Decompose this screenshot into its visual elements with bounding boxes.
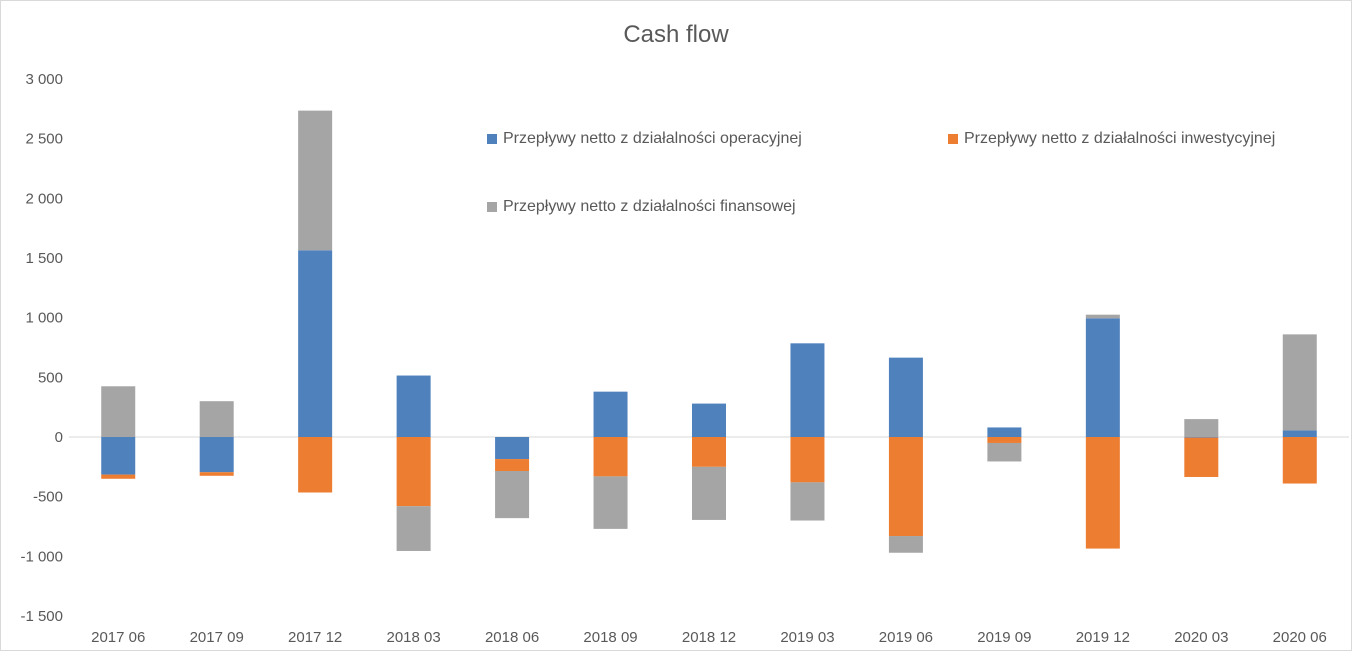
bar-segment-series-2 <box>790 482 825 521</box>
bar-segment-series-1 <box>495 459 530 472</box>
x-tick-label: 2017 06 <box>91 629 145 646</box>
bar-segment-series-1 <box>396 437 431 507</box>
x-tick-label: 2017 09 <box>190 629 244 646</box>
y-tick-label: 2 000 <box>25 190 63 207</box>
bar-segment-series-0 <box>101 437 136 475</box>
legend-item-financing: Przepływy netto z działalności finansowe… <box>487 198 796 216</box>
y-tick-label: 1 000 <box>25 310 63 327</box>
x-tick-label: 2018 12 <box>682 629 736 646</box>
x-tick-label: 2018 03 <box>386 629 440 646</box>
bar-segment-series-2 <box>1282 334 1317 431</box>
y-tick-label: 3 000 <box>25 71 63 88</box>
y-tick-label: 500 <box>38 369 63 386</box>
y-tick-label: 2 500 <box>25 131 63 148</box>
legend-label-investing: Przepływy netto z działalności inwestycy… <box>964 130 1276 147</box>
legend-item-operating: Przepływy netto z działalności operacyjn… <box>487 130 802 148</box>
y-tick-label: -1 000 <box>20 548 63 565</box>
bar-segment-series-0 <box>396 375 431 437</box>
bar-segment-series-2 <box>888 536 923 553</box>
chart-title: Cash flow <box>623 21 729 48</box>
bar-segment-series-1 <box>1184 437 1219 477</box>
bar-segment-series-1 <box>1085 437 1120 549</box>
bar-segment-series-0 <box>790 343 825 437</box>
bar-segment-series-0 <box>199 437 234 473</box>
bar-segment-series-1 <box>987 437 1022 443</box>
bar-segment-series-1 <box>101 474 136 479</box>
legend-label-operating: Przepływy netto z działalności operacyjn… <box>503 130 802 147</box>
bar-segment-series-1 <box>790 437 825 483</box>
bar-segment-series-0 <box>593 391 628 437</box>
bar-segment-series-2 <box>593 476 628 529</box>
x-tick-label: 2019 06 <box>879 629 933 646</box>
bar-segment-series-0 <box>1282 430 1317 437</box>
bar-segment-series-1 <box>593 437 628 477</box>
y-tick-label: -500 <box>33 489 63 506</box>
legend-swatch-operating <box>487 134 497 144</box>
bar-segment-series-2 <box>692 466 726 520</box>
bar-segment-series-1 <box>888 437 923 537</box>
bar-segment-series-1 <box>298 437 333 493</box>
bar-segment-series-0 <box>495 437 530 460</box>
x-tick-label: 2019 12 <box>1076 629 1130 646</box>
bar-segment-series-2 <box>396 506 431 551</box>
x-tick-label: 2020 03 <box>1174 629 1228 646</box>
bar-segment-series-0 <box>1085 318 1120 437</box>
bar-segment-series-2 <box>298 110 333 251</box>
x-tick-label: 2017 12 <box>288 629 342 646</box>
bar-segment-series-0 <box>987 427 1022 437</box>
bar-segment-series-1 <box>692 437 726 467</box>
x-tick-label: 2020 06 <box>1273 629 1327 646</box>
bar-segment-series-2 <box>1184 419 1219 437</box>
bar-segment-series-2 <box>1085 314 1120 319</box>
legend-item-investing: Przepływy netto z działalności inwestycy… <box>948 130 1275 148</box>
bar-segment-series-0 <box>298 250 333 437</box>
legend-swatch-financing <box>487 202 497 212</box>
bar-segment-series-0 <box>1184 437 1219 438</box>
bar-segment-series-1 <box>199 472 234 476</box>
x-tick-label: 2019 09 <box>977 629 1031 646</box>
x-tick-label: 2018 09 <box>583 629 637 646</box>
bar-segment-series-2 <box>101 386 136 437</box>
y-tick-label: 0 <box>55 429 63 446</box>
legend-swatch-investing <box>948 134 958 144</box>
bar-segment-series-2 <box>495 471 530 519</box>
bar-segment-series-2 <box>987 442 1022 462</box>
x-tick-label: 2019 03 <box>780 629 834 646</box>
y-tick-label: -1 500 <box>20 608 63 625</box>
bar-segment-series-0 <box>888 357 923 437</box>
x-tick-label: 2018 06 <box>485 629 539 646</box>
bar-segment-series-1 <box>1282 437 1317 484</box>
legend-label-financing: Przepływy netto z działalności finansowe… <box>503 198 796 215</box>
bar-segment-series-2 <box>199 401 234 437</box>
bar-segment-series-0 <box>692 403 726 437</box>
y-tick-label: 1 500 <box>25 250 63 267</box>
